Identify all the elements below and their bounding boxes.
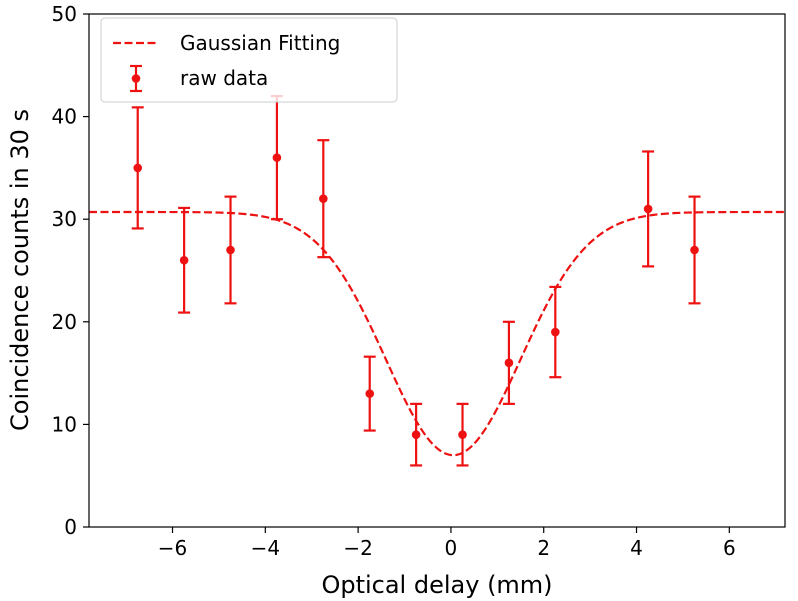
data-point [549, 285, 562, 379]
data-marker [643, 204, 653, 214]
data-marker [504, 358, 514, 368]
legend-fit-label: Gaussian Fitting [180, 31, 340, 55]
x-tick-label: −4 [251, 536, 280, 560]
fit-layer [89, 210, 785, 457]
y-axis-ticks: 0 10 20 30 40 50 [52, 2, 89, 539]
x-tick-label: −2 [343, 536, 372, 560]
legend-raw-label: raw data [180, 66, 268, 90]
data-marker [411, 430, 421, 439]
legend: Gaussian Fitting raw data [100, 17, 398, 103]
x-tick-label: 2 [537, 536, 550, 560]
legend-raw-swatch [130, 64, 142, 93]
data-layer [131, 94, 701, 467]
x-tick-label: −6 [158, 536, 187, 560]
data-marker [179, 255, 189, 265]
data-point [224, 195, 237, 305]
data-marker [319, 194, 328, 203]
x-tick-label: 4 [630, 536, 643, 560]
data-marker [458, 430, 467, 439]
data-point [502, 320, 515, 405]
plot-frame [88, 13, 786, 528]
data-marker [272, 153, 282, 162]
data-marker [226, 245, 235, 255]
legend-box [100, 17, 398, 103]
y-tick-label: 40 [52, 105, 77, 129]
x-axis-ticks: −6 −4 −2 0 2 4 6 [158, 527, 736, 560]
data-marker [133, 163, 143, 173]
data-point [131, 106, 144, 230]
data-marker [551, 327, 560, 337]
data-point [410, 402, 423, 467]
x-axis-title: Optical delay (mm) [321, 571, 552, 599]
y-tick-label: 10 [52, 412, 77, 436]
data-point [688, 195, 701, 305]
data-point [642, 150, 655, 268]
data-point [178, 206, 191, 314]
y-axis-title: Coincidence counts in 30 s [6, 109, 34, 431]
gaussian-fit-line [89, 210, 785, 457]
y-tick-label: 30 [52, 207, 77, 231]
data-point [363, 355, 376, 432]
y-tick-label: 20 [52, 310, 77, 334]
y-tick-label: 0 [64, 515, 77, 539]
data-point [456, 402, 469, 467]
x-tick-label: 6 [723, 536, 736, 560]
x-tick-label: 0 [445, 536, 458, 560]
data-marker [690, 245, 699, 255]
data-marker [365, 389, 375, 398]
y-tick-label: 50 [52, 2, 77, 26]
data-point [317, 139, 330, 259]
